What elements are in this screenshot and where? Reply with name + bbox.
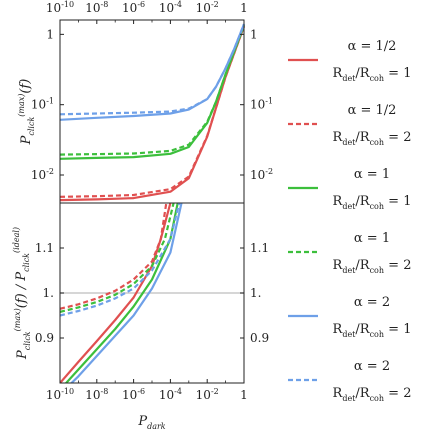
y-tick-label-right-p1-1: 1.: [250, 286, 261, 300]
label-layer: Pdark Pclick(max)(f) Pclick(max)(f) / Pcli…: [12, 79, 166, 431]
y-tick-label-left-p1-0: 1.1: [35, 241, 54, 255]
legend-ratio-1: Rdet/Rcoh = 2: [333, 130, 412, 147]
x-tick-label-top-4: 10-2: [196, 0, 219, 15]
tick-layer: 10-10 10-8 10-6 10-4 10-2 1 10-10 10-8 10-6 10-4 1…: [31, 0, 273, 402]
x-tick-label-top-5: 1: [240, 1, 248, 15]
y-tick-label-right-p1-0: 1.1: [250, 241, 269, 255]
legend-ratio-0: Rdet/Rcoh = 1: [333, 66, 412, 83]
y-axis-title-panel-1: Pclick(max)(f) / Pclick(ideal): [12, 227, 32, 360]
y-tick-label-left-p1-1: 1.: [43, 286, 54, 300]
y-tick-label-left-p0-1: 10-1: [31, 97, 54, 112]
series-line-p0-5: [59, 23, 246, 116]
y-tick-label-left-p0-0: 1: [46, 27, 54, 41]
y-tick-label-right-p0-2: 10-2: [250, 167, 273, 182]
x-tick-label-top-0: 10-10: [46, 0, 74, 15]
x-tick-label-top-2: 10-6: [122, 0, 145, 15]
x-tick-label-top-1: 10-8: [85, 0, 108, 15]
legend-ratio-4: Rdet/Rcoh = 1: [333, 322, 412, 339]
y-tick-label-left-p0-2: 10-2: [31, 167, 54, 182]
series-line-p1-5: [60, 203, 181, 317]
legend-ratio-2: Rdet/Rcoh = 1: [333, 194, 412, 211]
legend-alpha-5: α = 2: [354, 359, 390, 374]
legend-alpha-1: α = 1/2: [348, 103, 397, 118]
series-line-p1-4: [69, 203, 183, 383]
series-line-p1-2: [64, 203, 179, 383]
x-axis-title: Pdark: [137, 414, 165, 431]
y-tick-label-right-p0-0: 1: [250, 27, 258, 41]
series-line-p0-2: [59, 24, 246, 160]
legend: α = 1/2 Rdet/Rcoh = 1 α = 1/2 Rdet/Rcoh = 2…: [288, 39, 411, 403]
series-line-p0-3: [59, 24, 246, 156]
series-layer: [59, 23, 246, 383]
x-tick-label-bottom-1: 10-8: [85, 387, 108, 402]
legend-alpha-0: α = 1/2: [348, 39, 397, 54]
legend-alpha-3: α = 1: [354, 231, 390, 246]
series-line-p1-3: [60, 203, 175, 313]
x-tick-label-bottom-5: 1: [240, 388, 248, 402]
legend-ratio-3: Rdet/Rcoh = 2: [333, 258, 412, 275]
legend-alpha-2: α = 1: [354, 167, 390, 182]
legend-ratio-5: Rdet/Rcoh = 2: [333, 386, 412, 403]
y-tick-label-right-p0-1: 10-1: [250, 97, 273, 112]
x-tick-label-bottom-3: 10-4: [159, 387, 182, 402]
y-axis-title-panel-0: Pclick(max)(f): [17, 79, 36, 146]
x-tick-label-top-3: 10-4: [159, 0, 182, 15]
y-tick-label-right-p1-2: 0.9: [250, 331, 269, 345]
x-tick-label-bottom-0: 10-10: [46, 387, 74, 402]
series-line-p1-1: [60, 203, 168, 310]
x-tick-label-bottom-2: 10-6: [122, 387, 145, 402]
y-tick-label-left-p1-2: 0.9: [35, 331, 54, 345]
legend-alpha-4: α = 2: [354, 295, 390, 310]
x-tick-label-bottom-4: 10-2: [196, 387, 219, 402]
